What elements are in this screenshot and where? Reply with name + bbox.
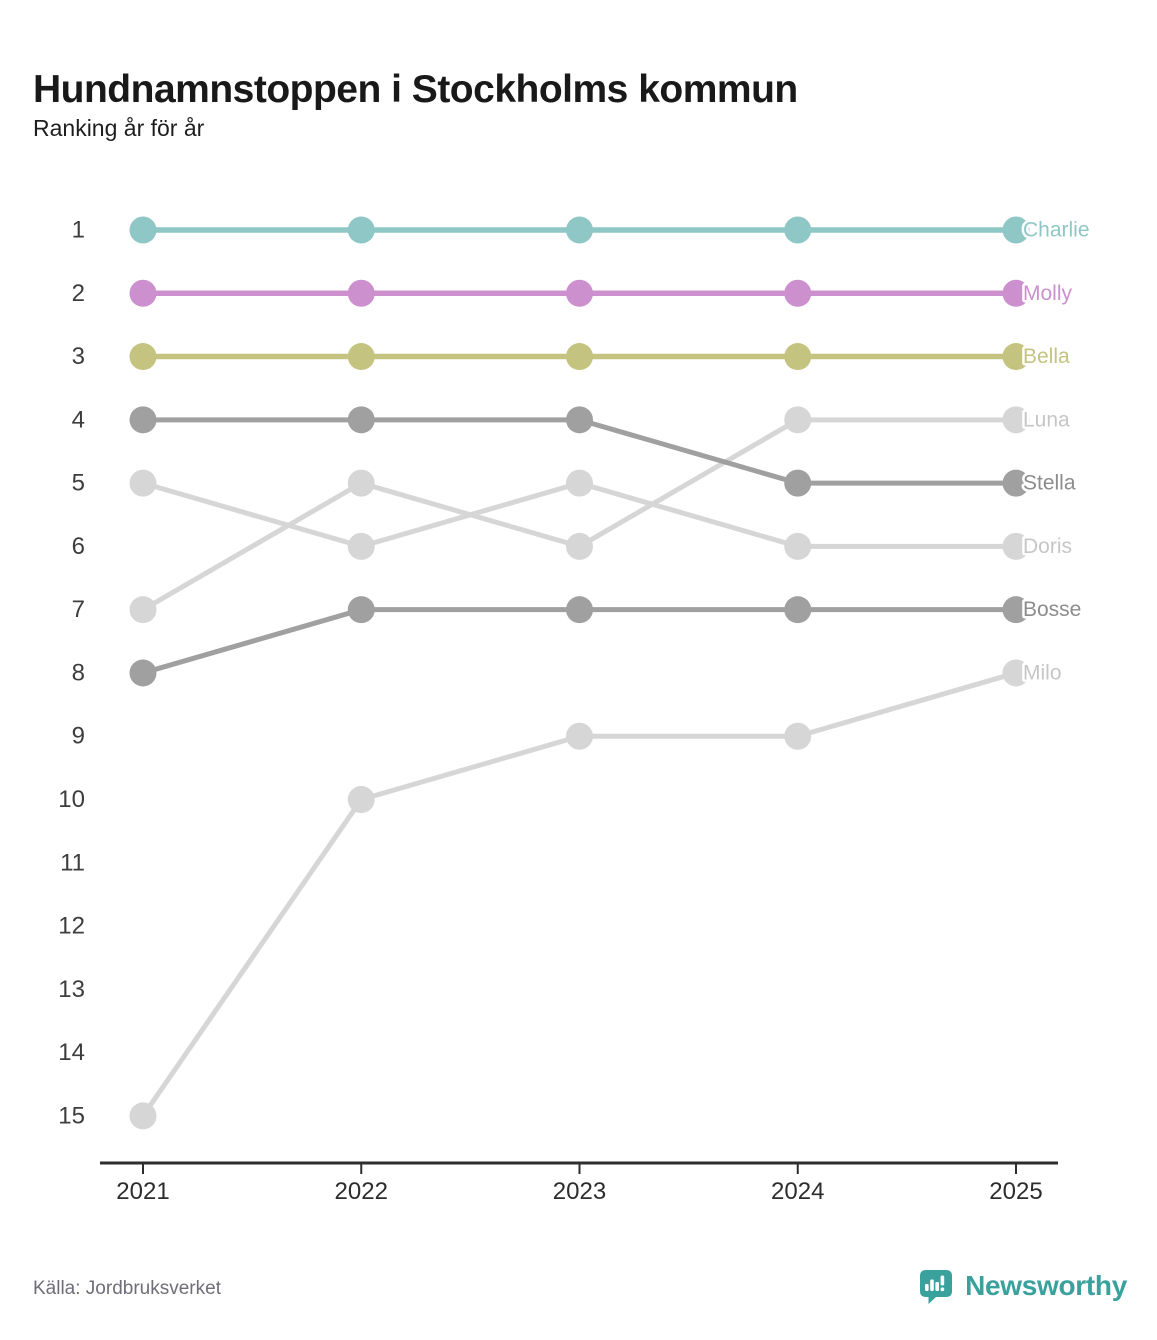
point-stella-2024 bbox=[784, 469, 812, 497]
point-doris-2024 bbox=[784, 532, 812, 560]
rank-label-10: 10 bbox=[58, 786, 85, 813]
point-bella-2022 bbox=[347, 343, 375, 371]
rank-label-4: 4 bbox=[72, 406, 85, 433]
year-label-2025: 2025 bbox=[989, 1178, 1042, 1205]
point-stella-2021 bbox=[129, 406, 157, 434]
point-doris-2022 bbox=[347, 532, 375, 560]
series-label-charlie: Charlie bbox=[1023, 219, 1090, 242]
point-doris-2023 bbox=[566, 469, 593, 497]
point-luna-2021 bbox=[129, 596, 157, 624]
point-bosse-2021 bbox=[129, 659, 157, 687]
point-luna-2025 bbox=[1002, 406, 1030, 434]
point-charlie-2024 bbox=[784, 216, 812, 244]
point-molly-2025 bbox=[1002, 279, 1030, 307]
point-milo-2023 bbox=[566, 722, 593, 750]
series-line-luna bbox=[141, 417, 1016, 612]
rank-label-6: 6 bbox=[72, 533, 85, 560]
point-molly-2022 bbox=[347, 279, 375, 307]
chart-title: Hundnamnstoppen i Stockholms kommun bbox=[33, 68, 798, 112]
rank-label-5: 5 bbox=[72, 470, 85, 497]
point-milo-2021 bbox=[129, 1102, 157, 1130]
point-bosse-2022 bbox=[347, 596, 375, 624]
point-molly-2023 bbox=[566, 279, 593, 307]
rank-label-15: 15 bbox=[58, 1102, 85, 1129]
point-bosse-2025 bbox=[1002, 596, 1030, 624]
rank-label-12: 12 bbox=[58, 913, 85, 940]
series-label-milo: Milo bbox=[1023, 661, 1062, 684]
year-label-2021: 2021 bbox=[116, 1178, 169, 1205]
rank-label-3: 3 bbox=[72, 343, 85, 370]
point-bella-2025 bbox=[1002, 343, 1030, 371]
series-label-stella: Stella bbox=[1023, 472, 1076, 495]
point-doris-2021 bbox=[129, 469, 157, 497]
series-label-bosse: Bosse bbox=[1023, 598, 1081, 621]
rank-label-8: 8 bbox=[72, 659, 85, 686]
point-milo-2025 bbox=[1002, 659, 1030, 687]
year-label-2023: 2023 bbox=[553, 1178, 606, 1205]
point-bosse-2024 bbox=[784, 596, 812, 624]
source-note: Källa: Jordbruksverket bbox=[33, 1278, 221, 1299]
point-charlie-2025 bbox=[1002, 216, 1030, 244]
point-bella-2023 bbox=[566, 343, 593, 371]
brand-name: Newsworthy bbox=[965, 1270, 1127, 1301]
series-label-doris: Doris bbox=[1023, 535, 1072, 558]
rank-label-14: 14 bbox=[58, 1039, 85, 1066]
point-molly-2024 bbox=[784, 279, 812, 307]
brand-logo: Newsworthy bbox=[916, 1266, 1127, 1306]
year-label-2024: 2024 bbox=[771, 1178, 824, 1205]
point-doris-2025 bbox=[1002, 532, 1030, 560]
point-luna-2023 bbox=[566, 532, 593, 560]
series-label-luna: Luna bbox=[1023, 408, 1070, 431]
rank-label-1: 1 bbox=[72, 217, 85, 244]
point-stella-2023 bbox=[566, 406, 593, 434]
point-molly-2021 bbox=[129, 279, 157, 307]
point-bosse-2023 bbox=[566, 596, 593, 624]
point-stella-2022 bbox=[347, 406, 375, 434]
chart-subtitle: Ranking år för år bbox=[33, 115, 205, 141]
point-stella-2025 bbox=[1002, 469, 1030, 497]
rank-label-13: 13 bbox=[58, 976, 85, 1003]
point-bella-2024 bbox=[784, 343, 812, 371]
series-label-molly: Molly bbox=[1023, 282, 1073, 305]
point-luna-2022 bbox=[347, 469, 375, 497]
rank-label-2: 2 bbox=[72, 280, 85, 307]
rank-label-7: 7 bbox=[72, 596, 85, 623]
newsworthy-icon bbox=[920, 1270, 953, 1304]
rank-label-11: 11 bbox=[60, 849, 85, 876]
year-label-2022: 2022 bbox=[335, 1178, 388, 1205]
point-milo-2022 bbox=[347, 786, 375, 814]
point-milo-2024 bbox=[784, 722, 812, 750]
point-charlie-2021 bbox=[129, 216, 157, 244]
point-bella-2021 bbox=[129, 343, 157, 371]
point-charlie-2022 bbox=[347, 216, 375, 244]
rank-label-9: 9 bbox=[72, 723, 85, 750]
point-charlie-2023 bbox=[566, 216, 593, 244]
point-luna-2024 bbox=[784, 406, 812, 434]
series-label-bella: Bella bbox=[1023, 345, 1070, 368]
